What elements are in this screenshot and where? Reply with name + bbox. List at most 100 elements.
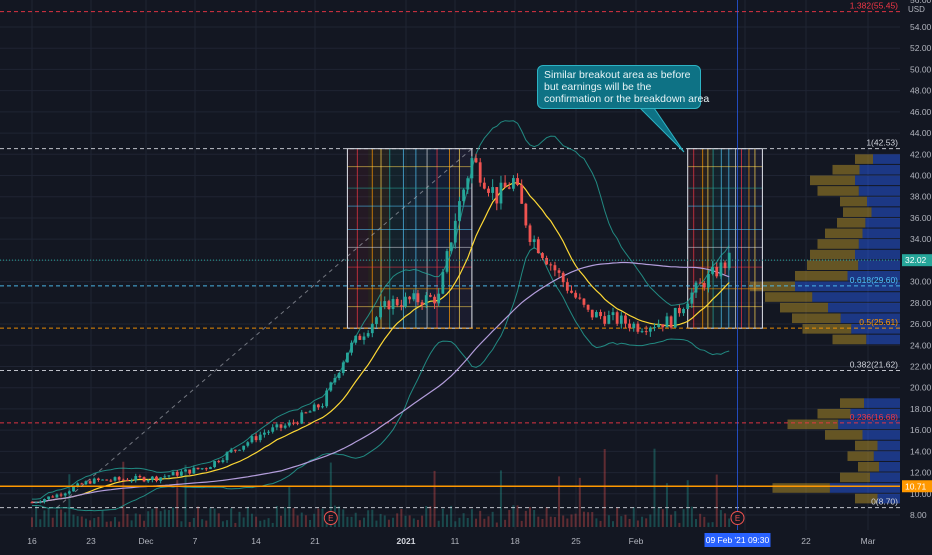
volume-profile-bar-sell bbox=[858, 461, 879, 472]
candle-body bbox=[354, 335, 358, 343]
candle-body bbox=[362, 336, 366, 340]
volume-bar bbox=[346, 516, 349, 527]
volume-bar bbox=[562, 515, 565, 527]
volume-bar bbox=[545, 507, 548, 527]
candle-body bbox=[146, 479, 150, 482]
earnings-marker bbox=[730, 511, 745, 525]
volume-bar bbox=[587, 512, 590, 527]
volume-bar bbox=[130, 520, 133, 527]
candle-body bbox=[213, 461, 216, 468]
candle-body bbox=[503, 182, 507, 188]
candle-body bbox=[707, 273, 710, 288]
candle-body bbox=[333, 378, 337, 383]
candle-body bbox=[47, 496, 50, 500]
candle-body bbox=[474, 158, 478, 163]
volume-bar bbox=[520, 520, 523, 527]
volume-bar bbox=[578, 477, 581, 527]
volume-bar bbox=[508, 509, 511, 527]
volume-profile-bar-buy bbox=[858, 186, 900, 196]
candle-body bbox=[628, 323, 631, 329]
volume-profile-bar-buy bbox=[862, 228, 900, 239]
candle-body bbox=[582, 298, 586, 305]
volume-bar bbox=[205, 520, 208, 527]
candle-body bbox=[63, 493, 67, 496]
candle-body bbox=[209, 467, 212, 470]
candle-body bbox=[399, 305, 403, 307]
volume-bar bbox=[558, 476, 561, 527]
volume-profile-bar-buy bbox=[812, 292, 900, 302]
fib-level-label: 1.382(55.45) bbox=[850, 1, 898, 11]
volume-bar bbox=[250, 513, 253, 527]
volume-bar bbox=[230, 508, 233, 527]
crosshair-time-label: 09 Feb '21 09:30 bbox=[706, 535, 770, 545]
volume-bar bbox=[495, 522, 498, 527]
candle-body bbox=[615, 312, 619, 324]
annotation-callout[interactable]: Similar breakout area as before but earn… bbox=[537, 65, 710, 109]
volume-profile-bar-sell bbox=[832, 334, 867, 345]
volume-bar bbox=[68, 474, 71, 527]
annotation-line-3: confirmation or the breakdown area bbox=[544, 93, 710, 105]
volume-bar bbox=[553, 517, 556, 527]
volume-profile-bar-sell bbox=[840, 398, 864, 408]
volume-bar bbox=[574, 513, 577, 527]
candle-body bbox=[495, 187, 499, 204]
candle-body bbox=[429, 295, 432, 297]
volume-bar bbox=[55, 509, 58, 527]
volume-bar bbox=[151, 508, 154, 527]
candle-body bbox=[661, 324, 665, 328]
candle-body bbox=[561, 272, 565, 283]
volume-profile-bar-buy bbox=[855, 249, 900, 260]
candle-body bbox=[445, 251, 449, 272]
volume-bar bbox=[226, 520, 229, 527]
volume-bar bbox=[516, 505, 519, 527]
volume-bar bbox=[292, 508, 295, 527]
candle-body bbox=[512, 178, 515, 189]
volume-bar bbox=[537, 516, 540, 527]
candle-body bbox=[370, 324, 374, 334]
candle-body bbox=[578, 297, 582, 299]
candle-body bbox=[682, 309, 685, 314]
candle-body bbox=[636, 323, 640, 332]
candle-body bbox=[321, 406, 324, 408]
candle-body bbox=[557, 270, 561, 273]
volume-bar bbox=[678, 522, 681, 527]
candle-body bbox=[358, 335, 362, 340]
volume-bar bbox=[620, 516, 623, 527]
volume-profile-bar-sell bbox=[802, 324, 852, 334]
volume-bar bbox=[724, 513, 727, 527]
candle-body bbox=[221, 460, 225, 463]
candle-body bbox=[325, 390, 329, 407]
volume-bar bbox=[109, 521, 112, 527]
candle-body bbox=[491, 187, 495, 193]
volume-profile-bar-buy bbox=[870, 472, 900, 483]
candle-body bbox=[155, 476, 158, 481]
volume-bar bbox=[661, 509, 664, 527]
volume-bar bbox=[479, 510, 482, 527]
candle-body bbox=[109, 480, 113, 482]
price-tick-label: 38.00 bbox=[910, 192, 932, 202]
volume-bar bbox=[192, 517, 195, 527]
candle-body bbox=[424, 295, 428, 305]
candle-body bbox=[171, 471, 175, 476]
volume-bar bbox=[628, 518, 631, 527]
volume-bar bbox=[201, 519, 204, 527]
volume-bar bbox=[97, 516, 100, 527]
time-tick-label: Dec bbox=[138, 536, 154, 546]
volume-bar bbox=[255, 516, 258, 527]
volume-profile-bar-buy bbox=[867, 196, 900, 207]
volume-bar bbox=[649, 514, 652, 527]
candle-body bbox=[520, 184, 524, 204]
candle-body bbox=[105, 479, 109, 481]
candle-body bbox=[673, 307, 677, 328]
candle-body bbox=[38, 501, 42, 503]
volume-bar bbox=[138, 514, 141, 527]
volume-bar bbox=[259, 520, 262, 527]
fib-level-label: 0.5(25.61) bbox=[859, 317, 898, 327]
volume-bar bbox=[288, 487, 291, 527]
candle-body bbox=[76, 483, 80, 487]
candle-body bbox=[304, 412, 308, 414]
fib-box-zone bbox=[712, 148, 726, 329]
